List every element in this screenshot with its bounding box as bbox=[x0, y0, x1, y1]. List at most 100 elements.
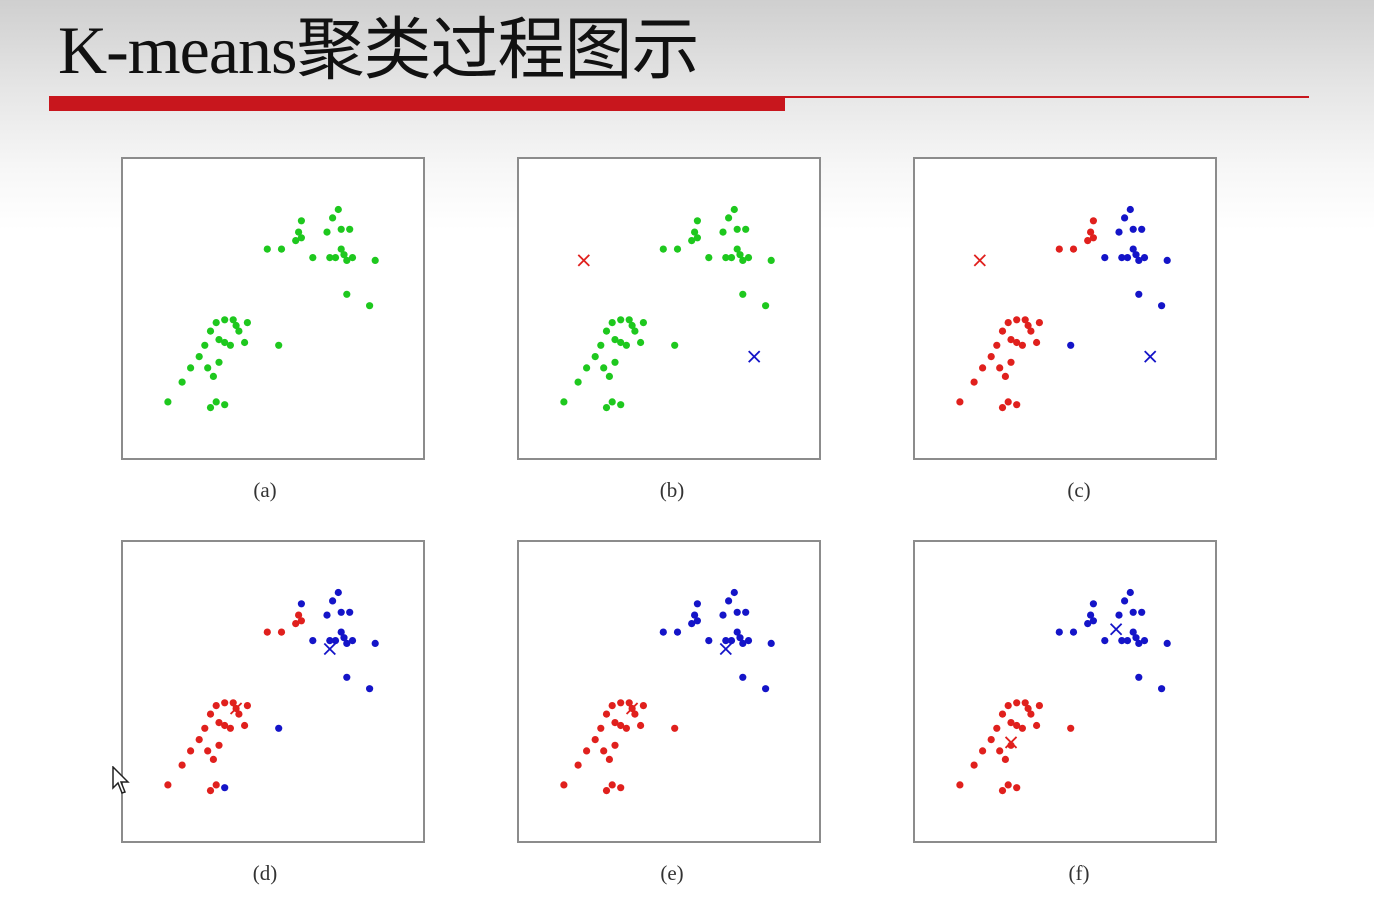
data-point-b-lower-11 bbox=[639, 319, 647, 327]
data-point-c-upper-14 bbox=[1132, 251, 1140, 259]
data-point-a-lower-9 bbox=[232, 321, 240, 330]
data-point-e-lower-6 bbox=[608, 702, 616, 710]
data-point-a-lower-20 bbox=[212, 398, 220, 406]
centroid-marker-c-blue bbox=[1144, 350, 1157, 363]
scatter-panel-d bbox=[121, 540, 425, 843]
video-caption-strip bbox=[0, 0, 1374, 8]
data-point-b-lower-22 bbox=[671, 341, 679, 349]
data-point-a-lower-10 bbox=[235, 327, 243, 335]
scatter-panel-c bbox=[913, 157, 1217, 460]
data-point-a-lower-1 bbox=[178, 378, 186, 386]
data-point-f-upper-19 bbox=[1135, 673, 1143, 681]
data-point-c-lower-9 bbox=[1024, 321, 1032, 330]
data-point-f-lower-22 bbox=[1067, 724, 1075, 732]
data-point-d-upper-17 bbox=[348, 637, 357, 645]
data-point-b-lower-16 bbox=[605, 372, 613, 380]
data-point-c-upper-8 bbox=[1118, 254, 1126, 262]
data-point-a-lower-4 bbox=[201, 341, 209, 349]
data-point-e-lower-17 bbox=[611, 741, 619, 749]
data-point-a-lower-8 bbox=[229, 316, 237, 324]
panel-label-d: (d) bbox=[252, 861, 278, 885]
data-point-b-lower-8 bbox=[625, 316, 633, 324]
data-point-f-lower-0 bbox=[956, 781, 964, 789]
data-point-e-upper-12 bbox=[733, 608, 741, 616]
data-point-a-upper-3 bbox=[295, 228, 303, 236]
data-point-d-upper-8 bbox=[326, 637, 334, 645]
data-point-f-upper-7 bbox=[1115, 611, 1123, 619]
data-point-c-lower-0 bbox=[956, 398, 964, 406]
data-point-a-upper-11 bbox=[334, 205, 342, 214]
data-point-a-upper-19 bbox=[343, 290, 351, 298]
data-point-e-lower-12 bbox=[637, 721, 645, 730]
data-point-c-upper-2 bbox=[1084, 237, 1092, 245]
data-point-b-lower-3 bbox=[591, 353, 599, 361]
data-point-a-lower-21 bbox=[221, 401, 229, 409]
data-point-f-upper-15 bbox=[1135, 639, 1143, 647]
data-point-b-lower-1 bbox=[574, 378, 582, 386]
panel-label-e: (e) bbox=[660, 861, 684, 885]
data-point-b-lower-21 bbox=[617, 401, 625, 409]
data-point-d-lower-20 bbox=[212, 781, 220, 789]
data-point-a-lower-11 bbox=[243, 319, 251, 327]
data-point-c-lower-15 bbox=[996, 364, 1004, 372]
data-point-d-upper-18 bbox=[371, 639, 379, 647]
data-point-b-upper-15 bbox=[739, 256, 747, 264]
data-point-a-upper-6 bbox=[309, 254, 317, 262]
data-point-f-upper-5 bbox=[1089, 600, 1097, 608]
data-point-b-lower-5 bbox=[602, 327, 611, 335]
data-point-f-upper-1 bbox=[1069, 628, 1078, 636]
data-point-a-lower-12 bbox=[241, 338, 249, 347]
data-point-d-lower-19 bbox=[206, 787, 215, 795]
data-point-f-upper-10 bbox=[1123, 637, 1132, 645]
data-point-d-lower-7 bbox=[221, 699, 229, 707]
data-point-d-upper-0 bbox=[263, 628, 271, 636]
data-point-f-lower-9 bbox=[1024, 704, 1032, 713]
data-point-c-lower-5 bbox=[998, 327, 1007, 335]
data-point-d-lower-0 bbox=[164, 781, 172, 789]
data-point-a-upper-13 bbox=[337, 245, 345, 253]
data-point-b-lower-18 bbox=[617, 338, 625, 347]
data-point-f-lower-5 bbox=[998, 710, 1007, 718]
data-point-e-lower-22 bbox=[671, 724, 679, 732]
data-point-d-upper-3 bbox=[295, 611, 303, 619]
data-point-c-upper-1 bbox=[1069, 245, 1078, 253]
data-point-c-lower-10 bbox=[1027, 327, 1035, 335]
data-point-c-lower-7 bbox=[1013, 316, 1021, 324]
data-point-e-lower-21 bbox=[617, 784, 625, 792]
data-point-e-upper-11 bbox=[730, 588, 738, 597]
centroid-marker-f-red bbox=[1004, 736, 1018, 749]
data-point-d-lower-4 bbox=[201, 724, 209, 732]
data-point-b-lower-15 bbox=[600, 364, 608, 372]
panel-label-a: (a) bbox=[253, 478, 277, 502]
data-point-e-lower-20 bbox=[608, 781, 616, 789]
data-point-c-upper-12 bbox=[1129, 225, 1137, 233]
data-point-b-lower-14 bbox=[611, 336, 619, 344]
data-point-e-upper-1 bbox=[673, 628, 682, 636]
data-point-a-lower-22 bbox=[275, 341, 283, 349]
data-point-c-lower-18 bbox=[1013, 338, 1021, 347]
data-point-d-lower-2 bbox=[187, 747, 195, 755]
data-point-a-upper-10 bbox=[331, 254, 340, 262]
data-point-a-upper-16 bbox=[346, 225, 354, 233]
data-point-e-lower-4 bbox=[597, 724, 605, 732]
data-point-c-upper-18 bbox=[1163, 256, 1171, 264]
data-point-a-lower-13 bbox=[226, 341, 234, 349]
data-point-c-upper-9 bbox=[1121, 214, 1129, 222]
data-point-f-upper-18 bbox=[1163, 639, 1171, 647]
data-point-f-lower-1 bbox=[970, 761, 978, 769]
data-point-f-lower-15 bbox=[996, 747, 1004, 755]
mouse-cursor-icon bbox=[112, 766, 130, 794]
data-point-b-upper-5 bbox=[693, 217, 701, 225]
data-point-b-upper-6 bbox=[705, 254, 713, 262]
data-point-f-lower-16 bbox=[1001, 755, 1009, 763]
data-point-c-lower-12 bbox=[1033, 338, 1041, 347]
data-point-c-lower-4 bbox=[993, 341, 1001, 349]
data-point-d-upper-9 bbox=[329, 597, 337, 605]
centroid-marker-d-blue bbox=[323, 642, 336, 656]
data-point-d-upper-10 bbox=[331, 637, 340, 645]
panel-label-c: (c) bbox=[1067, 478, 1091, 502]
data-point-d-lower-17 bbox=[215, 741, 223, 749]
data-point-d-upper-7 bbox=[323, 611, 331, 619]
data-point-a-lower-16 bbox=[209, 372, 217, 380]
